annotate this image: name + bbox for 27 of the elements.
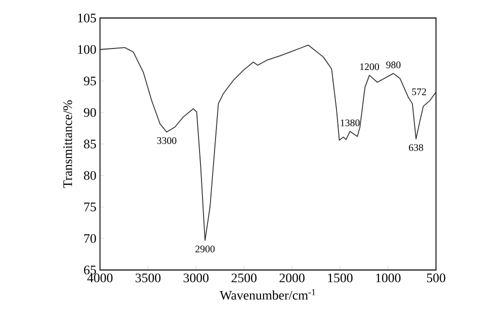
y-tick-label: 85: [84, 140, 96, 148]
x-tick-label: 3500: [136, 274, 161, 282]
y-tick-label: 90: [84, 108, 96, 117]
annotation: 3300: [157, 137, 176, 144]
y-tick-label: 100: [78, 45, 96, 54]
y-tick-label: 70: [84, 234, 96, 243]
x-axis-title: Wavenumber/cm$^{-1}$: [220, 289, 316, 300]
x-tick-label: 1000: [376, 274, 401, 282]
x-tick-label: 500: [427, 274, 446, 282]
y-tick-label: 75: [84, 202, 96, 212]
annotation: 572: [412, 88, 426, 96]
x-tick-label: 2500: [232, 274, 257, 282]
y-tick-label: 95: [84, 76, 96, 86]
line-series: [100, 44, 436, 241]
x-tick-label: 3000: [184, 274, 209, 282]
annotation: 1380: [340, 119, 360, 126]
annotation: 2900: [195, 246, 215, 252]
y-tick-label: 65: [84, 266, 96, 274]
annotation: 638: [408, 144, 424, 151]
annotation: 1200: [360, 63, 379, 70]
y-axis-title: Transmittance/%: [63, 100, 72, 188]
y-tick-label: 80: [84, 171, 96, 180]
y-tick-label: 105: [78, 14, 96, 22]
x-tick-label: 1500: [328, 274, 353, 282]
annotation: 980: [386, 61, 400, 68]
x-tick-label: 2000: [280, 274, 305, 282]
x-tick-label: 4000: [87, 274, 113, 282]
